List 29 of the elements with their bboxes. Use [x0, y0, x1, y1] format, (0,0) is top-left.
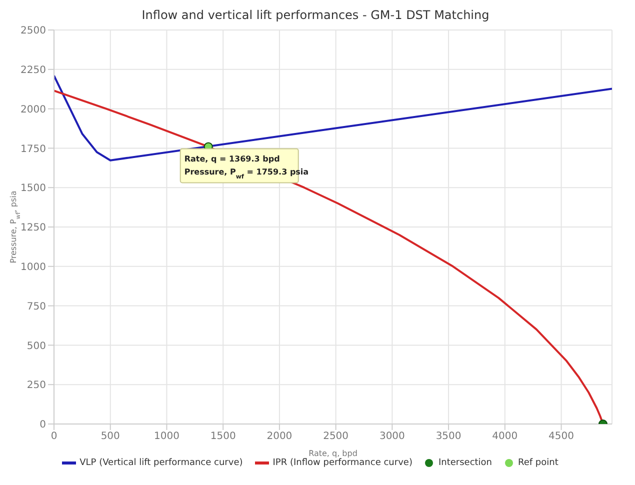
line-series: [54, 74, 612, 162]
legend-label: VLP (Vertical lift performance curve): [78, 458, 243, 468]
y-tick-label: 1250: [20, 222, 46, 234]
x-tick-label: 3000: [379, 431, 405, 442]
x-tick-label: 2500: [323, 431, 349, 442]
x-tick-label: 1000: [154, 431, 180, 442]
y-tick-label: 500: [26, 340, 46, 352]
x-tick-label: 4500: [548, 431, 574, 442]
y-tick-label: 750: [26, 301, 46, 312]
y-tick-label: 1000: [20, 262, 46, 273]
chart-title: Inflow and vertical lift performances - GM-1 DST Matching: [140, 8, 490, 22]
legend-label: Ref point: [517, 458, 558, 468]
x-tick-label: 3500: [436, 431, 462, 442]
y-tick-label: 0: [40, 420, 46, 431]
x-tick-label: 500: [100, 431, 120, 442]
y-tick-label: 2500: [20, 26, 46, 37]
y-tick-label: 250: [26, 380, 46, 392]
legend-label: Intersection: [437, 458, 492, 468]
y-tick-label: 1500: [20, 183, 46, 194]
y-tick-label: 1750: [20, 144, 46, 155]
annotation: Rate, q = 1369.3 bpd Pressure, P$_{wf}$ = 1759.3 psia: [184, 154, 309, 180]
legend-label: IPR (Inflow performance curve): [272, 458, 412, 468]
x-axis-title: Rate, q, bpd: [308, 449, 358, 458]
y-tick-label: 2250: [20, 64, 46, 76]
x-tick-label: 0: [50, 431, 58, 442]
x-tick-label: 2000: [266, 431, 292, 442]
x-tick-label: 4000: [492, 431, 518, 442]
y-tick-label: 2000: [20, 104, 46, 116]
x-tick-label: 1500: [210, 431, 236, 442]
